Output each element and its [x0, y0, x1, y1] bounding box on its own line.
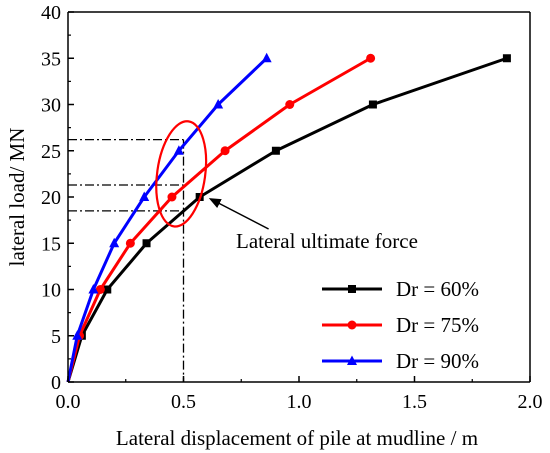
- data-point-s2-4: [167, 192, 177, 202]
- x-tick-label-4: 2.0: [518, 391, 543, 413]
- data-point-s2-3: [125, 238, 135, 248]
- data-point-s3-2: [88, 284, 99, 294]
- legend-item-2: Dr = 75%: [322, 313, 479, 337]
- series-3: [66, 52, 272, 383]
- data-point-s1-7: [502, 54, 511, 63]
- legend-label-2: Dr = 75%: [396, 313, 479, 337]
- axes-layer: 0.0 0.5 1.0 1.5 2.0 0 5 10 15 20 25 30 35 40 Lateral d…: [5, 2, 543, 450]
- annotation-arrow: [208, 198, 269, 230]
- data-point-s2-6: [285, 100, 295, 109]
- legend-label-3: Dr = 90%: [396, 349, 479, 373]
- legend-item-1: Dr = 60%: [322, 277, 479, 301]
- y-axis-title: lateral load/ MN: [5, 128, 29, 267]
- series-line-1: [66, 56, 508, 383]
- data-point-s2-7: [366, 53, 376, 63]
- data-point-s3-6: [213, 99, 224, 109]
- series-line-2: [66, 56, 372, 383]
- y-tick-label-7: 35: [41, 48, 61, 70]
- x-tick-label-1: 0.5: [171, 391, 196, 413]
- y-tick-label-0: 0: [51, 372, 61, 394]
- legend-marker-1: [348, 285, 356, 293]
- highlight-ellipse: [155, 120, 208, 228]
- y-tick-label-6: 30: [41, 95, 61, 117]
- series-layer: [66, 52, 511, 383]
- data-point-s1-6: [368, 100, 377, 109]
- data-point-s1-2: [103, 285, 112, 294]
- data-point-s3-5: [173, 145, 184, 155]
- y-tick-label-2: 10: [41, 280, 61, 302]
- data-point-s2-2: [95, 285, 105, 294]
- legend-label-1: Dr = 60%: [396, 277, 479, 301]
- y-tick-label-5: 25: [41, 141, 61, 163]
- data-point-s3-7: [261, 52, 272, 63]
- legend-marker-2: [347, 320, 357, 330]
- x-tick-label-0: 0.0: [56, 391, 81, 413]
- data-point-s1-3: [142, 239, 151, 248]
- x-axis-title: Lateral displacement of pile at mudline …: [116, 426, 478, 450]
- annotation-layer: Lateral ultimate force: [155, 120, 418, 253]
- data-point-s3-4: [139, 191, 150, 201]
- legend: Dr = 60% Dr = 75% Dr = 90%: [322, 277, 479, 373]
- series-line-3: [66, 57, 268, 383]
- legend-item-3: Dr = 90%: [322, 349, 479, 373]
- data-point-s3-3: [109, 237, 120, 248]
- annotation-text: Lateral ultimate force: [236, 229, 418, 253]
- data-point-s3-1: [72, 330, 83, 340]
- y-tick-label-8: 40: [41, 2, 61, 24]
- series-2: [66, 53, 376, 383]
- x-tick-label-2: 1.0: [287, 391, 312, 413]
- x-tick-label-3: 1.5: [402, 391, 427, 413]
- data-point-s1-5: [271, 146, 280, 155]
- legend-marker-3: [347, 355, 357, 365]
- reference-lines: [68, 138, 185, 382]
- y-tick-label-1: 5: [51, 326, 61, 348]
- y-tick-label-4: 20: [41, 187, 61, 209]
- y-tick-label-3: 15: [41, 233, 61, 255]
- data-point-s2-5: [220, 146, 230, 156]
